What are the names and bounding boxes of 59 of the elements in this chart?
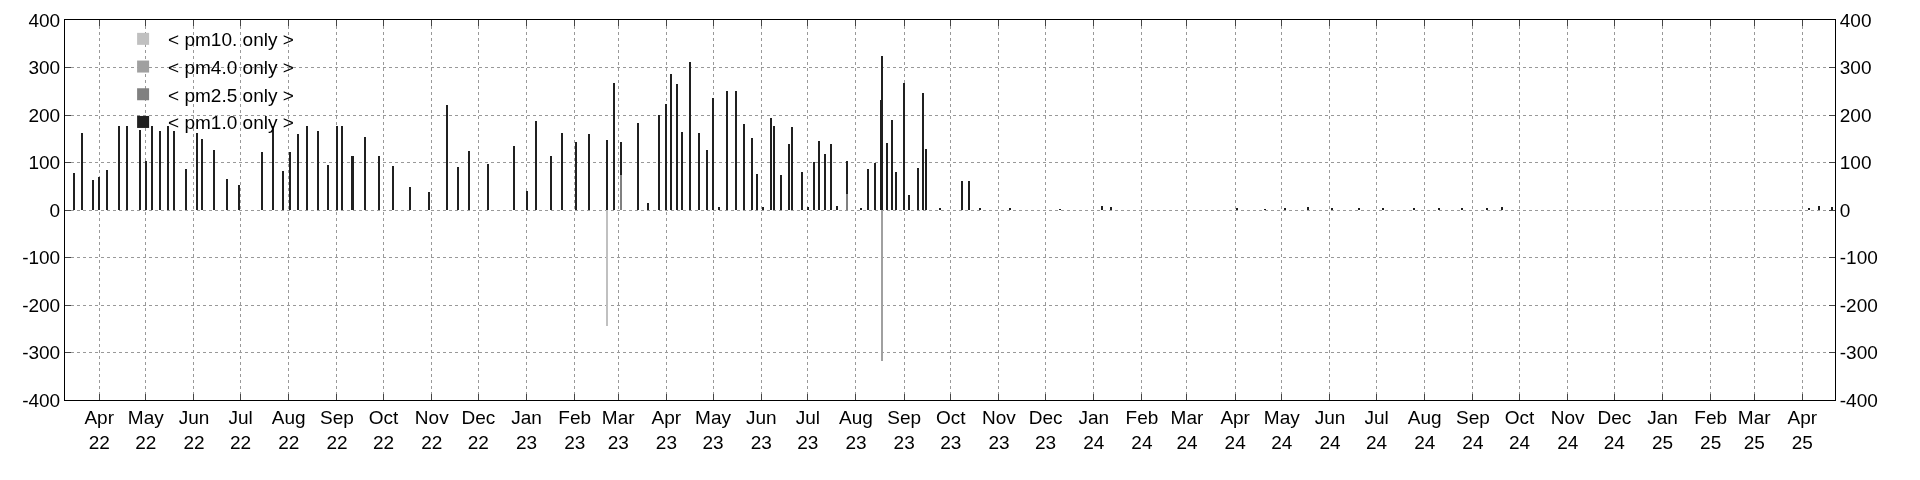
- x-tick-label: Apr 24: [1220, 406, 1251, 453]
- y-tick-label: -300: [22, 342, 61, 364]
- y2-tick-label: 0: [1839, 199, 1851, 221]
- x-tick-label: Feb 25: [1694, 406, 1728, 453]
- x-tick-label: Mar 25: [1737, 406, 1772, 453]
- x-tick-label: May 23: [695, 406, 732, 453]
- x-tick-label: Feb 24: [1125, 406, 1159, 453]
- x-tick-label: Jan 25: [1647, 406, 1678, 453]
- x-tick-label: Nov 23: [982, 406, 1017, 453]
- x-tick-label: Sep 22: [320, 406, 354, 453]
- x-tick-label: Oct 22: [368, 406, 400, 453]
- x-tick-label: Apr 22: [84, 406, 115, 453]
- y2-tick-label: -100: [1839, 247, 1878, 269]
- x-tick-label: Jul 22: [228, 406, 253, 453]
- x-tick-label: Jun 22: [178, 406, 210, 453]
- y2-tick-label: 200: [1839, 104, 1872, 126]
- legend-label: < pm1.0 only >: [168, 112, 294, 134]
- x-tick-label: Mar 23: [601, 406, 636, 453]
- y-tick-label: -400: [22, 389, 61, 411]
- y2-tick-label: 100: [1839, 152, 1872, 174]
- x-tick-label: Jul 24: [1364, 406, 1389, 453]
- y-tick-label: 200: [28, 104, 61, 126]
- x-tick-label: Aug 24: [1407, 406, 1442, 453]
- y-tick-label: -200: [22, 294, 61, 316]
- x-tick-label: Oct 23: [936, 406, 967, 453]
- x-tick-label: Dec 22: [461, 406, 496, 453]
- y-tick-label: -100: [22, 247, 61, 269]
- legend-label: < pm4.0 only >: [168, 56, 294, 78]
- x-tick-label: Mar 24: [1170, 406, 1205, 453]
- x-tick-label: Jan 23: [511, 406, 542, 453]
- x-tick-label: Jul 23: [795, 406, 820, 453]
- y2-tick-label: -200: [1839, 294, 1878, 316]
- x-tick-label: Nov 22: [414, 406, 450, 453]
- x-tick-label: May 24: [1263, 406, 1301, 453]
- x-tick-label: Sep 24: [1456, 406, 1490, 453]
- y-tick-label: 0: [49, 199, 61, 221]
- x-tick-label: Apr 23: [651, 406, 682, 453]
- y2-tick-label: -400: [1839, 389, 1878, 411]
- legend-label: < pm10. only >: [168, 29, 294, 51]
- x-tick-label: May 22: [127, 406, 165, 453]
- x-tick-label: Jun 24: [1314, 406, 1346, 453]
- x-tick-label: Nov 24: [1550, 406, 1586, 453]
- y-tick-label: 300: [28, 57, 61, 79]
- x-tick-label: Aug 22: [271, 406, 306, 453]
- x-tick-label: Jan 24: [1078, 406, 1110, 453]
- x-tick-label: Jun 23: [745, 406, 777, 453]
- y-tick-label: 100: [28, 152, 61, 174]
- y2-tick-label: 300: [1839, 57, 1872, 79]
- x-tick-label: Apr 25: [1787, 406, 1818, 453]
- x-tick-label: Sep 23: [887, 406, 922, 453]
- x-tick-label: Dec 24: [1597, 406, 1632, 453]
- x-tick-label: Dec 23: [1028, 406, 1063, 453]
- legend-label: < pm2.5 only >: [168, 84, 294, 106]
- y2-tick-label: -300: [1839, 342, 1878, 364]
- y2-tick-label: 400: [1839, 9, 1872, 31]
- y-tick-label: 400: [28, 9, 61, 31]
- x-tick-label: Oct 24: [1504, 406, 1536, 453]
- x-tick-label: Feb 23: [558, 406, 592, 453]
- x-tick-label: Aug 23: [839, 406, 873, 453]
